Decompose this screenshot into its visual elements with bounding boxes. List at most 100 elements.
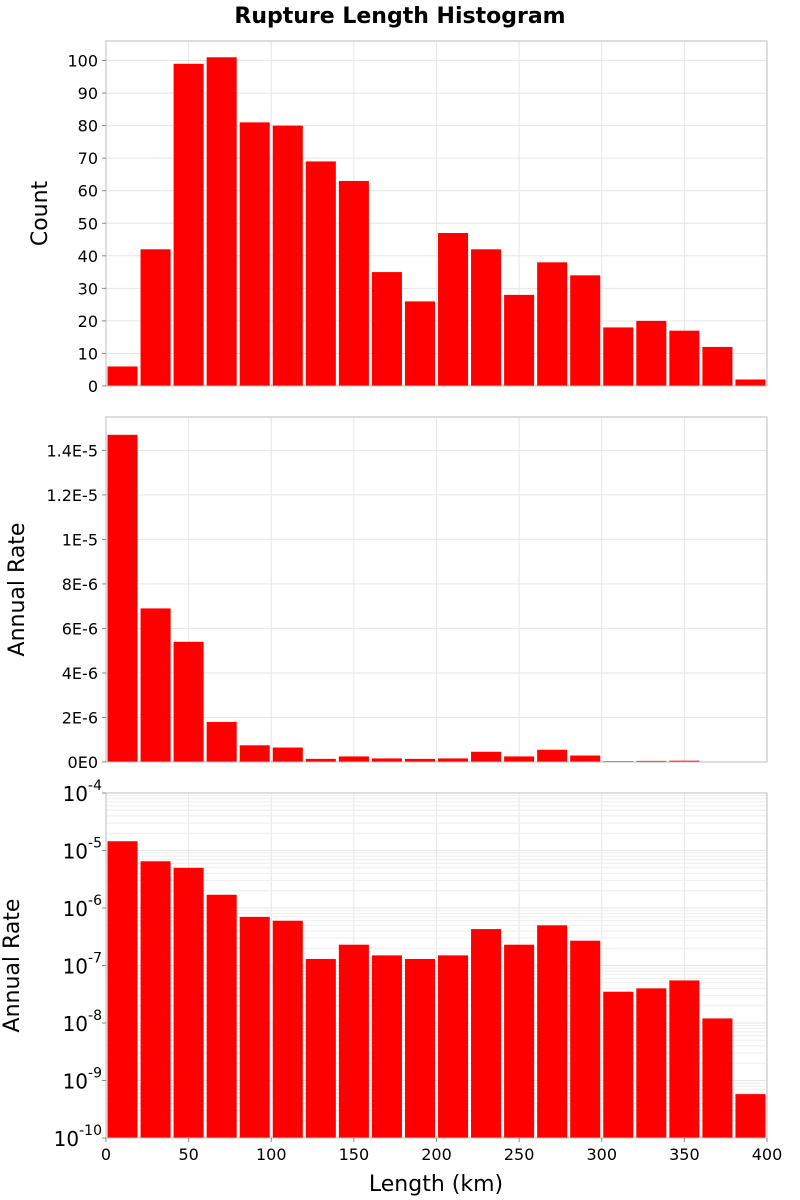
x-axis-title: Length (km) bbox=[369, 1172, 503, 1197]
y-tick-label: 10-5 bbox=[63, 836, 102, 864]
y-tick-label: 6E-6 bbox=[62, 619, 98, 638]
bar bbox=[636, 760, 667, 762]
y-axis-title: Count bbox=[28, 180, 53, 246]
bar bbox=[438, 955, 469, 1138]
y-tick-label: 60 bbox=[78, 182, 98, 201]
bar bbox=[239, 745, 270, 762]
bar bbox=[338, 944, 369, 1138]
bar bbox=[636, 320, 667, 386]
bar bbox=[338, 180, 369, 386]
y-tick-label: 4E-6 bbox=[62, 664, 98, 683]
y-tick-label: 40 bbox=[78, 247, 98, 266]
bar bbox=[537, 925, 568, 1138]
bar bbox=[107, 366, 138, 386]
y-tick-label: 70 bbox=[78, 149, 98, 168]
bar bbox=[537, 749, 568, 762]
x-tick-label: 400 bbox=[752, 1145, 783, 1164]
y-tick-label: 80 bbox=[78, 117, 98, 136]
bar bbox=[735, 1094, 766, 1138]
count-panel: 0 10 20 30 40 50 60 70 80 90 100 Count bbox=[28, 40, 768, 396]
bar bbox=[537, 262, 568, 386]
y-tick-label: 0E0 bbox=[68, 753, 98, 772]
bar bbox=[305, 958, 336, 1138]
y-tick-label: 1.4E-5 bbox=[46, 441, 98, 460]
bar bbox=[338, 756, 369, 762]
bar bbox=[438, 758, 469, 762]
plot-frame bbox=[105, 416, 768, 763]
bar bbox=[404, 958, 435, 1138]
bar bbox=[239, 916, 270, 1138]
y-tick-label: 10 bbox=[78, 344, 98, 363]
y-tick-label: 2E-6 bbox=[62, 708, 98, 727]
bar bbox=[669, 330, 700, 386]
bar bbox=[107, 841, 138, 1138]
y-tick-label: 50 bbox=[78, 214, 98, 233]
x-tick-label: 100 bbox=[256, 1145, 287, 1164]
bar bbox=[107, 434, 138, 762]
bar bbox=[603, 327, 634, 386]
y-tick-label: 1.2E-5 bbox=[46, 486, 98, 505]
bar bbox=[471, 929, 502, 1138]
bar bbox=[371, 955, 402, 1138]
bar bbox=[305, 758, 336, 762]
bar bbox=[669, 760, 700, 762]
bar bbox=[272, 125, 303, 386]
bar bbox=[404, 301, 435, 386]
y-axis-title: Annual Rate bbox=[5, 523, 30, 657]
bar bbox=[206, 894, 237, 1138]
bar bbox=[504, 944, 535, 1138]
annual-rate-linear-panel: 0E0 2E-6 4E-6 6E-6 8E-6 1E-5 1.2E-5 1.4E-5 Annua… bbox=[5, 416, 768, 772]
bar bbox=[272, 920, 303, 1138]
bar bbox=[305, 161, 336, 386]
y-tick-label: 10-7 bbox=[63, 951, 102, 979]
bar bbox=[404, 758, 435, 762]
y-tick-label: 8E-6 bbox=[62, 575, 98, 594]
bar bbox=[603, 991, 634, 1138]
bar bbox=[371, 758, 402, 762]
bar bbox=[570, 755, 601, 762]
y-tick-label: 10-10 bbox=[54, 1123, 102, 1151]
bar bbox=[438, 233, 469, 386]
bar bbox=[272, 747, 303, 762]
bar bbox=[173, 867, 204, 1138]
y-axis-title: Annual Rate bbox=[0, 899, 25, 1033]
bar bbox=[239, 122, 270, 387]
y-tick-label: 10-6 bbox=[63, 893, 103, 921]
bar bbox=[173, 641, 204, 762]
x-tick-label: 150 bbox=[339, 1145, 370, 1164]
bar bbox=[140, 861, 171, 1138]
bar bbox=[636, 988, 667, 1138]
bar bbox=[371, 272, 402, 386]
y-tick-label: 90 bbox=[78, 84, 98, 103]
bar bbox=[471, 249, 502, 386]
plot-frame bbox=[105, 40, 768, 387]
bar bbox=[140, 608, 171, 762]
bar bbox=[504, 756, 535, 762]
bar bbox=[471, 751, 502, 762]
y-tick-label: 0 bbox=[88, 377, 98, 396]
x-tick-label: 50 bbox=[178, 1145, 198, 1164]
bar bbox=[669, 980, 700, 1138]
y-tick-label: 10-4 bbox=[63, 778, 103, 806]
y-tick-label: 20 bbox=[78, 312, 98, 331]
x-tick-label: 200 bbox=[421, 1145, 452, 1164]
annual-rate-log-panel: 10-10 10-9 10-8 10-7 10-6 10-5 10-4 Annual Rate… bbox=[0, 778, 782, 1164]
x-tick-label: 350 bbox=[669, 1145, 700, 1164]
y-tick-label: 100 bbox=[67, 52, 98, 71]
y-tick-label: 1E-5 bbox=[62, 530, 98, 549]
x-tick-label: 300 bbox=[586, 1145, 617, 1164]
bar bbox=[206, 721, 237, 762]
x-tick-label: 0 bbox=[101, 1145, 111, 1164]
bar bbox=[173, 63, 204, 386]
bar bbox=[504, 294, 535, 386]
bar bbox=[702, 346, 733, 386]
bar bbox=[702, 1018, 733, 1138]
y-tick-label: 30 bbox=[78, 279, 98, 298]
bar bbox=[206, 57, 237, 386]
chart-title: Rupture Length Histogram bbox=[234, 4, 565, 29]
bar bbox=[735, 379, 766, 386]
y-tick-label: 10-8 bbox=[63, 1008, 102, 1036]
x-tick-label: 250 bbox=[504, 1145, 535, 1164]
bar bbox=[140, 249, 171, 386]
